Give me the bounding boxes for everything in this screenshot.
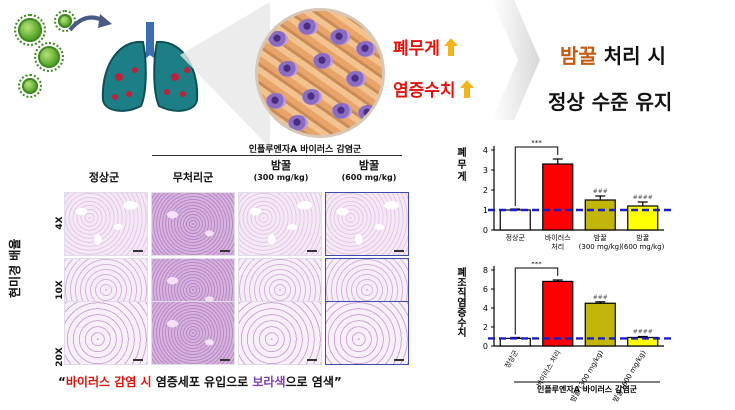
y-axis-label-char: 조 — [457, 277, 466, 289]
figure-caption: “바이러스 감염 시 염증세포 유입으로 보라색으로 염색” — [58, 373, 342, 390]
x-tick-label: 정상군 — [503, 348, 521, 370]
y-axis-label-char: 무 — [457, 159, 466, 171]
result-line-1: 밤꿀 처리 시 — [560, 40, 666, 69]
significance-mark: #### — [633, 194, 653, 201]
infected-tissue-closeup — [255, 8, 385, 138]
effect-label-lung-weight: 폐무게 — [393, 39, 440, 59]
significance-mark: ### — [593, 188, 608, 195]
lung-weight-increase: 폐무게 — [393, 34, 458, 59]
curved-arrow-icon — [68, 14, 112, 32]
result-accent: 밤꿀 — [560, 44, 597, 68]
x-tick-label: 밤꿀 (300 mg/kg) — [568, 348, 605, 403]
y-axis-label-char: 치 — [457, 326, 466, 339]
column-header-honey-600: 밤꿀 (600 mg/kg) — [326, 160, 412, 184]
column-label: 무처리군 — [172, 171, 214, 184]
histology-image — [238, 301, 322, 365]
zoom-cone — [180, 2, 270, 148]
column-sublabel: (600 mg/kg) — [341, 173, 397, 182]
up-arrow-icon — [459, 79, 474, 98]
y-axis-label-char: 수 — [457, 317, 466, 329]
y-tick-label: 4 — [483, 304, 488, 313]
bar — [584, 199, 616, 231]
histology-image — [325, 192, 409, 256]
histology-image — [238, 192, 322, 256]
inflammation-increase: 염증수치 — [393, 76, 474, 101]
y-axis-label-char: 염 — [457, 297, 466, 309]
caption-highlight-red: 바이러스 감염 시 — [65, 375, 152, 389]
y-tick-label: 2 — [483, 186, 488, 195]
significance-mark: ### — [593, 294, 608, 301]
magnification-axis-label: 현미경 배율 — [8, 238, 22, 298]
result-line-2: 정상 수준 유지 — [548, 90, 673, 114]
x-tick-label: 밤꿀 (600 mg/kg) — [621, 233, 664, 251]
caption-text-end: 으로 염색” — [285, 375, 342, 389]
x-tick-label: 정상군 — [506, 233, 526, 242]
caption-highlight-purple: 보라색 — [252, 375, 286, 389]
up-arrow-icon — [443, 37, 458, 56]
significance-bracket — [514, 146, 559, 206]
virus-particle — [34, 42, 64, 72]
bracket-label: *** — [531, 140, 542, 147]
significance-bracket — [514, 267, 559, 335]
virus-particle — [14, 14, 46, 46]
y-tick-label: 8 — [483, 266, 488, 275]
column-label: 정상군 — [88, 171, 120, 184]
bracket-label: *** — [531, 262, 542, 268]
column-header-honey-300: 밤꿀 (300 mg/kg) — [238, 160, 324, 184]
bar — [499, 209, 531, 231]
histology-image — [64, 301, 148, 365]
y-tick-label: 0 — [483, 342, 488, 351]
y-axis-label-char: 게 — [457, 170, 466, 183]
column-label: 밤꿀 — [358, 159, 380, 172]
y-tick-label: 6 — [483, 285, 488, 294]
bar — [542, 280, 574, 347]
y-tick-label: 1 — [483, 206, 488, 215]
caption-text: 염증세포 유입으로 — [151, 375, 253, 389]
x-tick-label: 밤꿀 (300 mg/kg) — [579, 233, 622, 251]
x-group-label: 인플루엔자A 바이러스 감염군 — [537, 384, 638, 394]
column-label: 밤꿀 — [270, 159, 292, 172]
histology-image — [325, 301, 409, 365]
result-line-1-rest: 처리 시 — [596, 44, 666, 68]
y-axis-label-char: 폐 — [457, 146, 466, 159]
caption-quote: “ — [58, 375, 66, 389]
x-tick-label: 바이러스 처리 — [545, 233, 571, 251]
effect-label-inflammation: 염증수치 — [393, 81, 456, 101]
significance-mark: #### — [633, 329, 653, 336]
x-tick-label: 밤꿀 (600 mg/kg) — [611, 348, 648, 403]
histology-image — [151, 301, 235, 365]
virus-particle — [54, 10, 76, 32]
y-tick-label: 3 — [483, 166, 488, 175]
column-header-untreated: 무처리군 — [150, 172, 236, 184]
y-axis-label-char: 폐 — [457, 266, 466, 279]
column-sublabel: (300 mg/kg) — [253, 173, 309, 182]
chevron-right-icon — [492, 0, 540, 120]
y-tick-label: 2 — [483, 323, 488, 332]
histology-image — [64, 192, 148, 256]
y-tick-label: 4 — [483, 146, 488, 155]
virus-particle — [18, 74, 42, 98]
y-tick-label: 0 — [483, 226, 488, 235]
histology-image — [151, 192, 235, 256]
histology-group-title: 인플루엔자A 바이러스 감염군 — [248, 145, 362, 155]
group-divider — [152, 155, 402, 156]
y-axis-label-char: 증 — [457, 307, 466, 319]
y-axis-label-char: 직 — [457, 286, 466, 299]
column-header-normal: 정상군 — [62, 172, 146, 184]
bar — [542, 163, 574, 231]
